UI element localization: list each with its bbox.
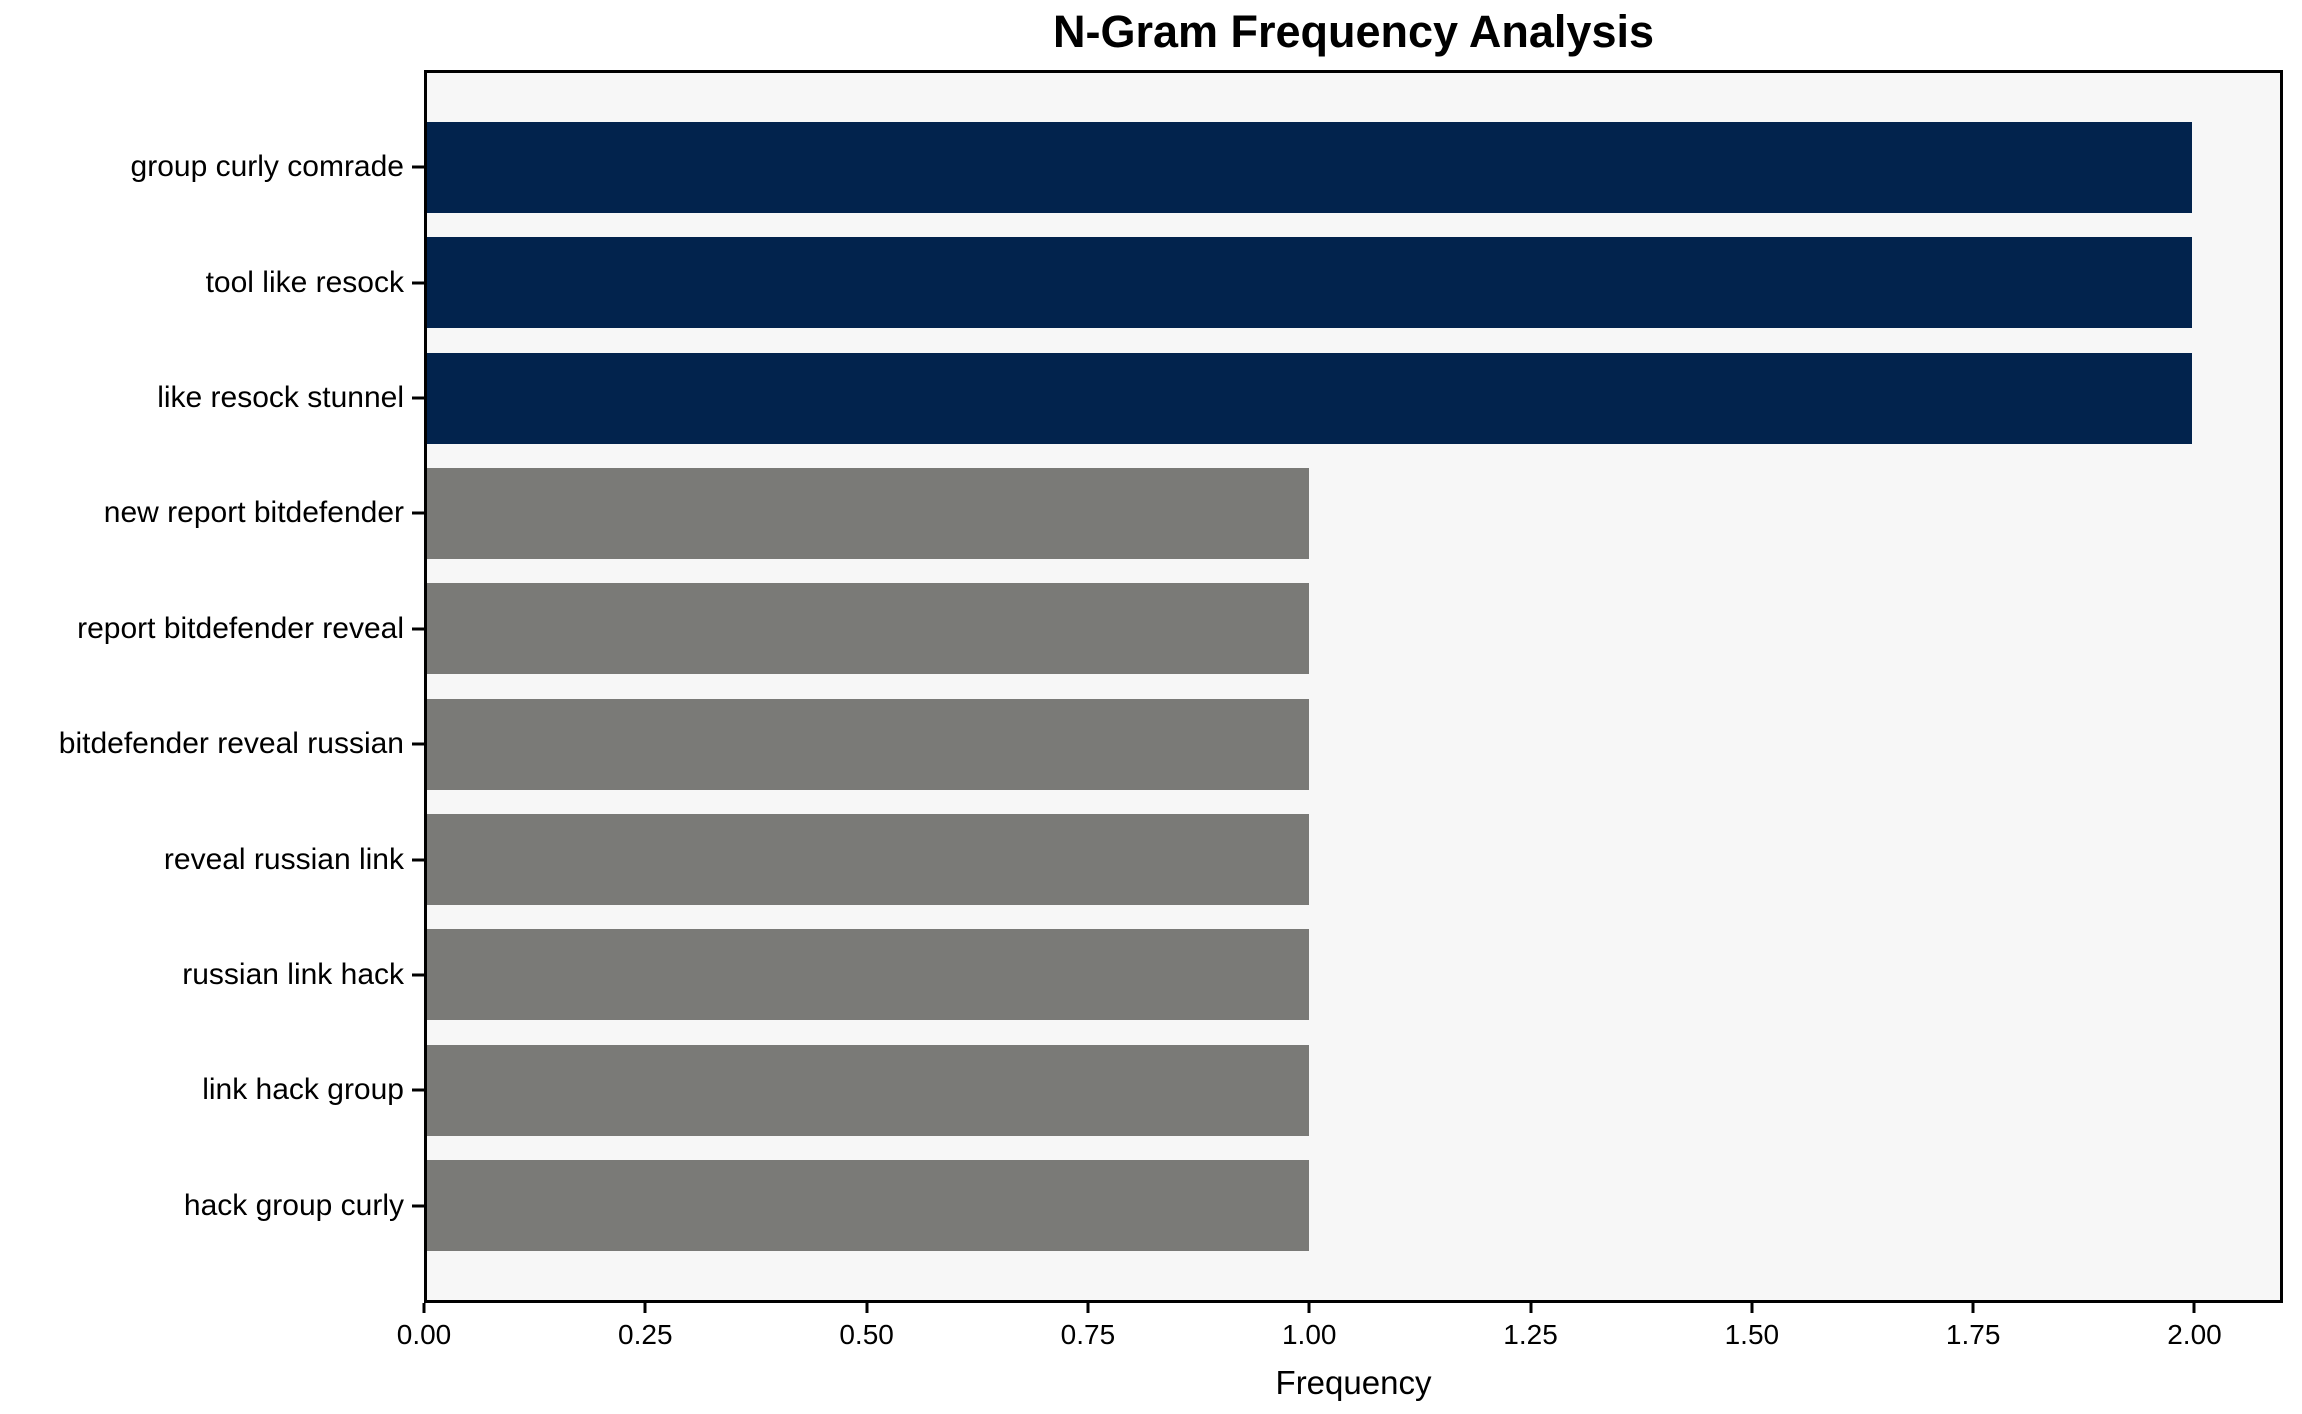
y-tick-row: group curly comrade [0, 110, 425, 225]
x-tick-mark [1971, 1303, 1975, 1313]
bar [427, 583, 1310, 675]
bar-row [427, 456, 2280, 571]
bar [427, 467, 1310, 559]
bar-row [427, 917, 2280, 1032]
bar [427, 352, 2192, 444]
x-tick-mark [1086, 1303, 1090, 1313]
bar-row [427, 1033, 2280, 1148]
bar [427, 1044, 1310, 1136]
bar [427, 698, 1310, 790]
x-tick-label: 1.75 [1945, 1319, 2001, 1350]
y-tick-row: like resock stunnel [0, 340, 425, 455]
x-tick-label: 1.50 [1724, 1319, 1780, 1350]
bar [427, 237, 2192, 329]
y-tick-label: tool like resock [205, 265, 404, 299]
x-tick-label: 0.75 [1060, 1319, 1116, 1350]
y-tick-label: bitdefender reveal russian [58, 727, 404, 761]
bar [427, 121, 2192, 213]
y-tick-mark [412, 396, 425, 400]
x-tick-label: 1.25 [1503, 1319, 1558, 1350]
bar-row [427, 340, 2280, 455]
bar-row [427, 110, 2280, 225]
y-tick-label: like resock stunnel [157, 381, 404, 415]
y-tick-row: link hack group [0, 1033, 425, 1148]
y-tick-row: hack group curly [0, 1148, 425, 1263]
y-tick-mark [412, 742, 425, 746]
y-tick-mark [412, 1204, 425, 1208]
y-tick-row: bitdefender reveal russian [0, 687, 425, 802]
bar [427, 814, 1310, 906]
y-tick-row: tool like resock [0, 225, 425, 340]
bar-row [427, 225, 2280, 340]
x-tick-mark [2192, 1303, 2196, 1313]
x-axis-title: Frequency [1275, 1364, 1432, 1401]
bar [427, 1160, 1310, 1252]
y-tick-row: new report bitdefender [0, 456, 425, 571]
bar [427, 929, 1310, 1021]
x-tick-mark [1307, 1303, 1311, 1313]
y-tick-row: russian link hack [0, 917, 425, 1032]
x-tick-mark [422, 1303, 426, 1313]
x-tick-label: 0.50 [839, 1319, 894, 1350]
y-tick-label: group curly comrade [130, 150, 404, 184]
y-tick-mark [412, 858, 425, 862]
y-tick-mark [412, 1088, 425, 1092]
y-tick-row: report bitdefender reveal [0, 571, 425, 686]
x-tick-label: 2.00 [2167, 1319, 2222, 1350]
y-tick-row: reveal russian link [0, 802, 425, 917]
x-tick-mark [1529, 1303, 1533, 1313]
bar-row [427, 687, 2280, 802]
x-tick-label: 0.25 [618, 1319, 673, 1350]
x-tick-label: 1.00 [1281, 1319, 1337, 1350]
y-tick-mark [412, 973, 425, 977]
y-tick-mark [412, 281, 425, 285]
x-tick-mark [643, 1303, 647, 1313]
y-axis-labels: group curly comrade tool like resock like … [0, 73, 425, 1300]
y-tick-mark [412, 165, 425, 169]
y-tick-label: russian link hack [182, 957, 404, 991]
bar-row [427, 1148, 2280, 1263]
bar-row [427, 802, 2280, 917]
y-tick-mark [412, 627, 425, 631]
y-tick-mark [412, 511, 425, 515]
chart-title: N-Gram Frequency Analysis [1052, 6, 1655, 57]
y-tick-label: report bitdefender reveal [77, 611, 404, 645]
bars-container [427, 73, 2280, 1300]
bar-row [427, 571, 2280, 686]
y-tick-label: hack group curly [183, 1188, 404, 1222]
x-tick-label: 0.00 [396, 1319, 452, 1350]
x-tick-mark [1750, 1303, 1754, 1313]
y-tick-label: link hack group [202, 1073, 404, 1107]
plot-area [424, 70, 2283, 1303]
y-tick-label: reveal russian link [163, 842, 404, 876]
x-axis-ticks: 0.00 0.25 0.50 0.75 1.00 1.25 1.50 1.75 2.00 [397, 1303, 2283, 1363]
x-tick-mark [865, 1303, 869, 1313]
y-tick-label: new report bitdefender [103, 496, 404, 530]
